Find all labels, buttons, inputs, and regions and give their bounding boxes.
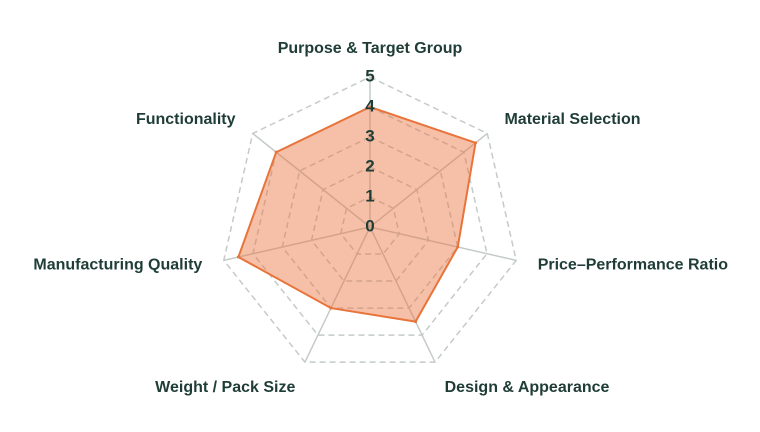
r-tick-label: 5 — [365, 66, 374, 85]
axis-label: Functionality — [136, 111, 236, 128]
data-point — [368, 105, 372, 109]
data-point — [456, 245, 460, 249]
r-tick-label: 3 — [365, 126, 374, 145]
data-point — [236, 255, 240, 259]
axis-label: Weight / Pack Size — [155, 379, 295, 396]
grid-ring — [339, 196, 401, 255]
r-tick-label: 0 — [365, 216, 374, 235]
spoke — [369, 132, 488, 228]
spoke — [223, 226, 371, 262]
data-point — [414, 320, 418, 324]
r-tick-label: 4 — [365, 96, 375, 115]
spoke — [304, 226, 371, 363]
spoke — [252, 132, 371, 228]
data-point — [329, 306, 333, 310]
axis-label: Material Selection — [504, 111, 640, 128]
grid-ring — [310, 166, 430, 282]
r-tick-label: 1 — [365, 186, 374, 205]
axis-label: Design & Appearance — [445, 379, 610, 396]
grid-ring — [281, 136, 459, 309]
spoke — [369, 226, 436, 363]
axis-label: Purpose & Target Group — [278, 40, 463, 57]
grid-ring — [252, 106, 488, 336]
data-area — [237, 105, 477, 323]
axis-label: Price–Performance Ratio — [538, 256, 729, 273]
data-point — [474, 141, 478, 145]
spoke — [369, 226, 517, 262]
grid-ring — [222, 76, 518, 363]
data-point — [274, 150, 278, 154]
axis-label: Manufacturing Quality — [33, 256, 202, 273]
r-tick-label: 2 — [365, 156, 374, 175]
